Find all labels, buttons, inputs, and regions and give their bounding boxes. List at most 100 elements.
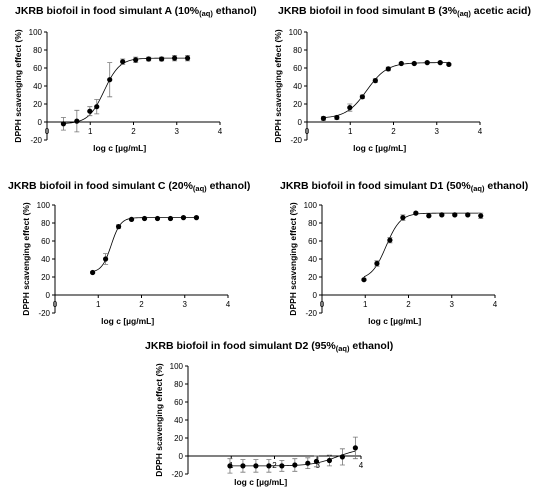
y-axis-label: DPPH scavenging effect (%) bbox=[288, 202, 298, 316]
data-point bbox=[279, 463, 285, 469]
y-tick-label: 0 bbox=[46, 291, 51, 300]
data-point bbox=[146, 56, 152, 62]
data-point bbox=[171, 55, 178, 61]
y-tick-label: 80 bbox=[41, 219, 50, 228]
y-tick-label: 80 bbox=[174, 380, 183, 389]
y-axis-label: DPPH scavenging effect (%) bbox=[273, 29, 283, 143]
data-point bbox=[87, 108, 93, 114]
y-tick-label: 40 bbox=[174, 416, 183, 425]
data-point bbox=[400, 215, 406, 221]
data-point bbox=[326, 457, 333, 464]
data-point bbox=[240, 463, 246, 469]
data-point bbox=[167, 215, 174, 222]
y-tick-label: 20 bbox=[41, 273, 50, 282]
data-point bbox=[313, 458, 320, 464]
y-tick-label: 40 bbox=[33, 82, 42, 91]
data-point bbox=[90, 269, 96, 276]
x-tick-label: 0 bbox=[45, 127, 50, 136]
data-point bbox=[426, 213, 432, 219]
data-point bbox=[305, 460, 311, 466]
y-tick-label: -20 bbox=[305, 309, 317, 318]
data-point bbox=[115, 224, 122, 230]
data-point bbox=[128, 216, 135, 222]
y-axis-label: DPPH scavenging effect (%) bbox=[154, 363, 164, 477]
data-point bbox=[352, 445, 358, 451]
x-tick-label: 3 bbox=[316, 461, 321, 470]
chart-title: JKRB biofoil in food simulant B (3%(aq) … bbox=[278, 5, 531, 18]
y-tick-label: -20 bbox=[171, 470, 183, 479]
data-point bbox=[141, 215, 148, 222]
y-tick-label: 0 bbox=[38, 118, 43, 127]
data-point bbox=[94, 104, 100, 110]
x-tick-label: 0 bbox=[305, 127, 310, 136]
data-point bbox=[107, 77, 113, 83]
x-tick-label: 4 bbox=[218, 127, 223, 136]
y-tick-label: 20 bbox=[308, 273, 317, 282]
x-tick-label: 1 bbox=[96, 300, 101, 309]
x-tick-label: 3 bbox=[183, 300, 188, 309]
y-tick-label: 40 bbox=[293, 82, 302, 91]
x-tick-label: 1 bbox=[88, 127, 93, 136]
y-tick-label: 100 bbox=[289, 28, 303, 37]
data-point bbox=[266, 463, 272, 469]
x-axis-label: log c [µg/mL] bbox=[101, 316, 154, 326]
x-axis-label: log c [µg/mL] bbox=[353, 143, 406, 153]
data-point bbox=[446, 61, 452, 67]
y-tick-label: 0 bbox=[179, 452, 184, 461]
data-point bbox=[339, 454, 346, 460]
fit-curve bbox=[363, 212, 481, 278]
y-tick-label: 60 bbox=[41, 237, 50, 246]
chart-title: JKRB biofoil in food simulant A (10%(aq)… bbox=[15, 5, 257, 18]
data-point bbox=[385, 66, 391, 72]
x-tick-label: 1 bbox=[363, 300, 368, 309]
x-tick-label: 4 bbox=[493, 300, 498, 309]
y-tick-label: 100 bbox=[29, 28, 43, 37]
chart-title: JKRB biofoil in food simulant D2 (95%(aq… bbox=[145, 340, 394, 353]
y-tick-label: 20 bbox=[33, 100, 42, 109]
data-point bbox=[193, 215, 200, 221]
data-point bbox=[347, 105, 353, 111]
data-point bbox=[292, 462, 298, 468]
data-point bbox=[334, 114, 340, 121]
y-tick-label: 20 bbox=[174, 434, 183, 443]
y-tick-label: 20 bbox=[293, 100, 302, 109]
x-tick-label: 0 bbox=[53, 300, 58, 309]
y-tick-label: 0 bbox=[298, 118, 303, 127]
data-point bbox=[184, 55, 191, 61]
chart-title: JKRB biofoil in food simulant C (20%(aq)… bbox=[8, 180, 251, 193]
data-point bbox=[398, 60, 404, 67]
x-tick-label: 1 bbox=[348, 127, 353, 136]
y-tick-label: 60 bbox=[293, 64, 302, 73]
data-point bbox=[180, 215, 187, 221]
y-tick-label: 80 bbox=[293, 46, 302, 55]
y-tick-label: 80 bbox=[308, 219, 317, 228]
data-point bbox=[320, 115, 327, 121]
y-tick-label: 60 bbox=[308, 237, 317, 246]
data-point bbox=[74, 118, 80, 124]
data-point bbox=[159, 56, 165, 62]
data-point bbox=[372, 78, 378, 84]
y-tick-label: 60 bbox=[174, 398, 183, 407]
y-tick-label: 40 bbox=[308, 255, 317, 264]
data-point bbox=[253, 463, 259, 469]
x-tick-label: 2 bbox=[406, 300, 411, 309]
data-point bbox=[103, 256, 109, 262]
x-axis-label: log c [µg/mL] bbox=[234, 477, 287, 487]
x-tick-label: 2 bbox=[139, 300, 144, 309]
y-tick-label: 100 bbox=[304, 201, 318, 210]
y-tick-label: 80 bbox=[33, 46, 42, 55]
data-point bbox=[465, 212, 471, 218]
y-tick-label: 0 bbox=[313, 291, 318, 300]
y-tick-label: 60 bbox=[33, 64, 42, 73]
x-axis-label: log c [µg/mL] bbox=[93, 143, 146, 153]
x-tick-label: 4 bbox=[226, 300, 231, 309]
x-tick-label: 3 bbox=[435, 127, 440, 136]
y-tick-label: -20 bbox=[38, 309, 50, 318]
x-tick-label: 4 bbox=[478, 127, 483, 136]
y-tick-label: 100 bbox=[170, 362, 184, 371]
data-point bbox=[154, 215, 161, 222]
